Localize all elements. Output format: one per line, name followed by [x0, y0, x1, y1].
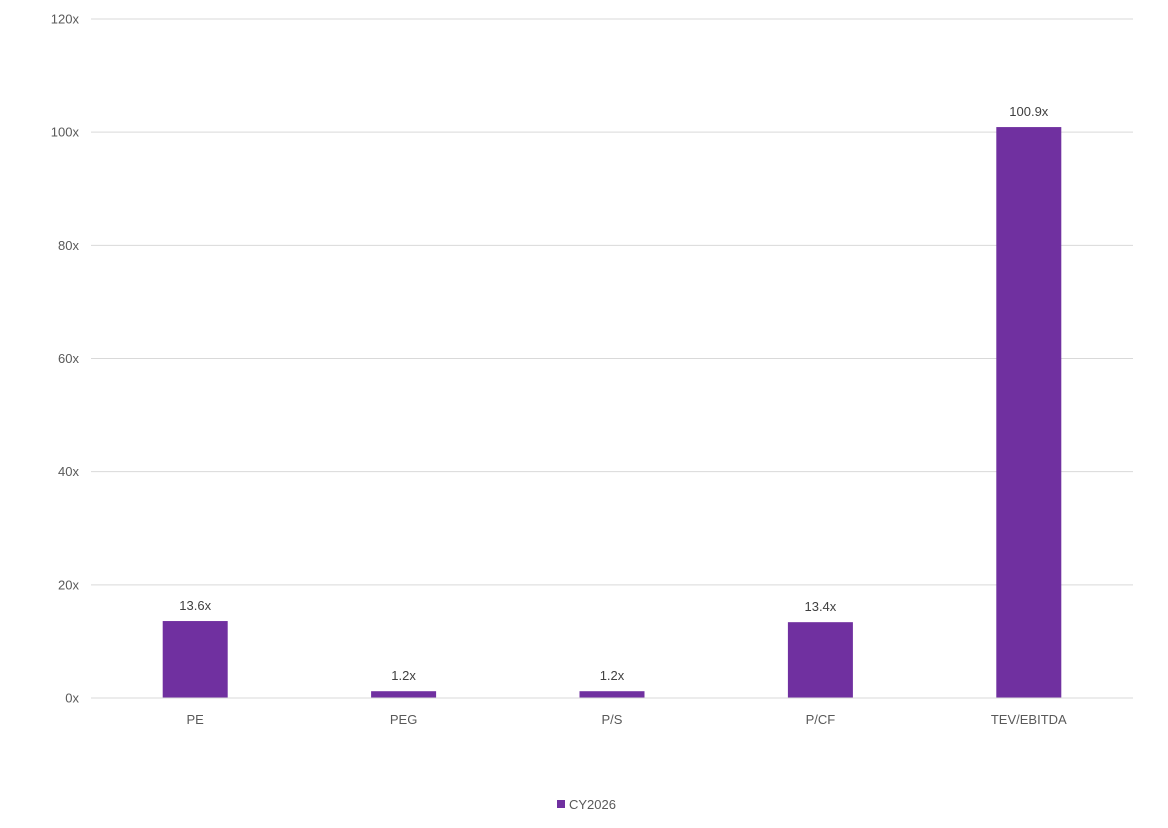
x-category-label: TEV/EBITDA [991, 712, 1067, 727]
bar-tev-ebitda [996, 127, 1062, 699]
data-label: 1.2x [600, 668, 625, 683]
bar-p-cf [787, 622, 853, 698]
x-axis-categories: PE PEG P/S P/CF TEV/EBITDA [187, 712, 1068, 727]
data-label: 13.6x [179, 598, 211, 613]
legend-swatch [557, 800, 565, 808]
y-axis-ticks: 0x 20x 40x 60x 80x 100x 120x [51, 12, 80, 706]
legend-label: CY2026 [569, 797, 616, 812]
y-tick-label: 20x [58, 577, 79, 592]
bars [162, 127, 1062, 699]
y-tick-label: 40x [58, 464, 79, 479]
y-tick-label: 100x [51, 125, 80, 140]
x-category-label: PEG [390, 712, 417, 727]
legend: CY2026 [557, 797, 616, 812]
data-labels: 13.6x 1.2x 1.2x 13.4x 100.9x [179, 104, 1049, 683]
x-category-label: P/CF [806, 712, 836, 727]
y-tick-label: 80x [58, 238, 79, 253]
y-tick-label: 60x [58, 351, 79, 366]
x-category-label: PE [187, 712, 205, 727]
y-tick-label: 0x [65, 691, 79, 706]
data-label: 1.2x [391, 668, 416, 683]
data-label: 100.9x [1009, 104, 1049, 119]
bar-p-s [579, 691, 645, 698]
data-label: 13.4x [804, 599, 836, 614]
x-category-label: P/S [602, 712, 623, 727]
bar-pe [162, 621, 228, 698]
y-tick-label: 120x [51, 12, 80, 27]
bar-peg [371, 691, 437, 698]
gridlines [91, 18, 1133, 586]
